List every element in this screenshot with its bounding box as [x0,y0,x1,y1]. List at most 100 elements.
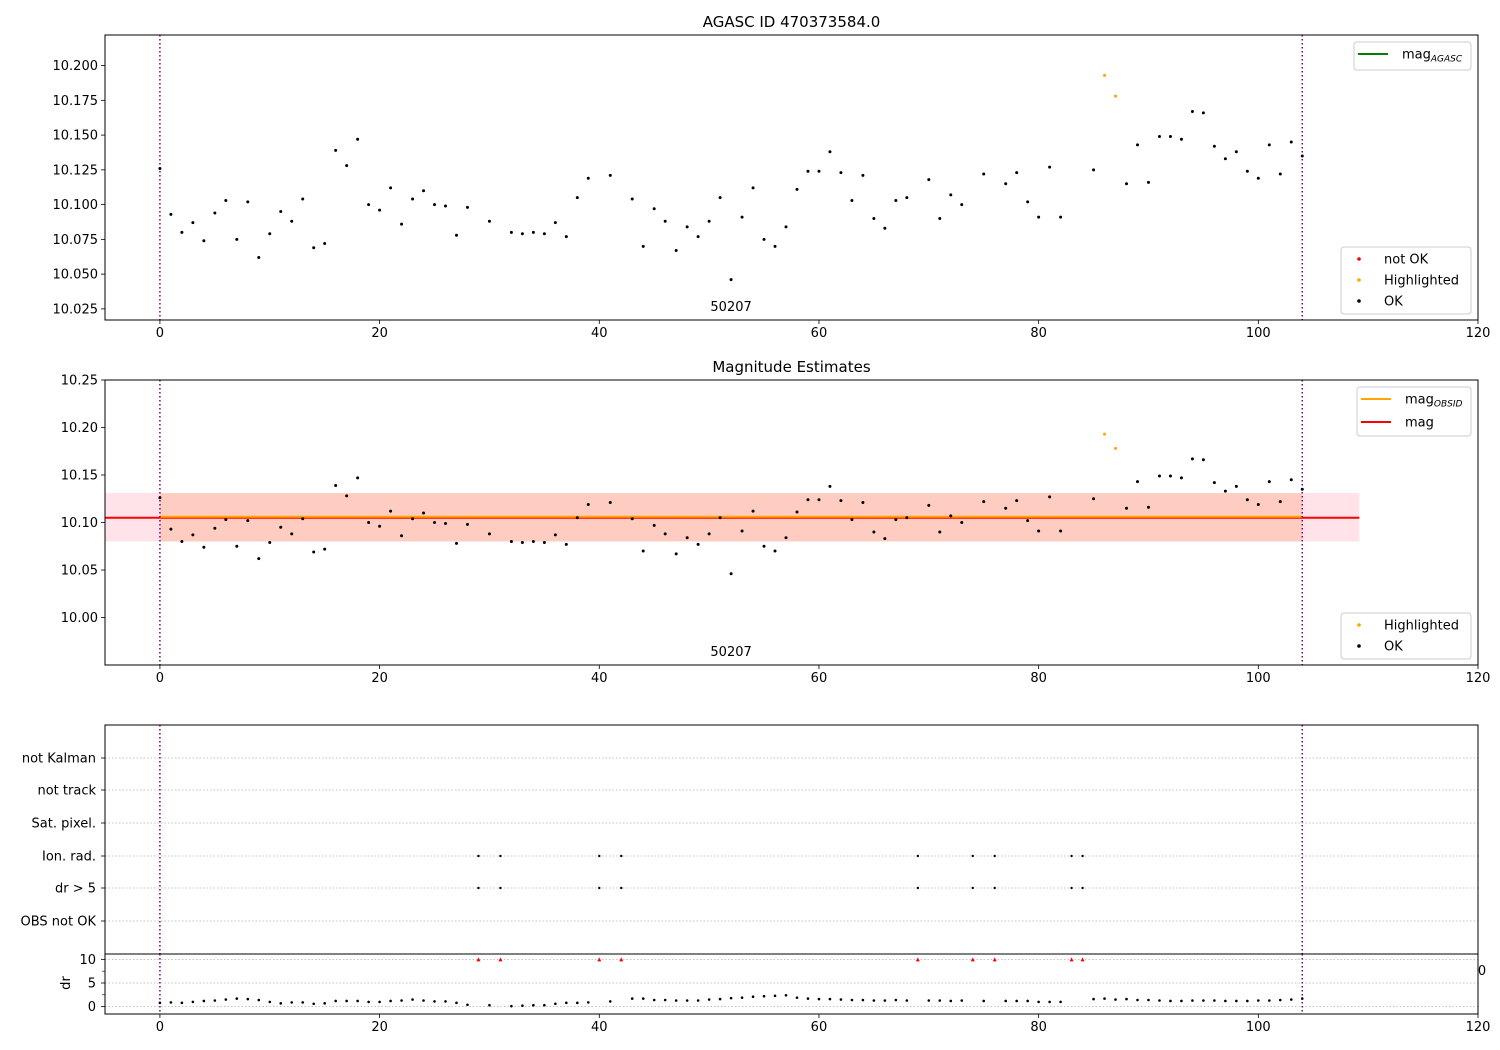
dr-panel: 0 5 10 dr 0 0 20 40 60 80 100 120 [59,953,1490,1035]
ok-point [1037,529,1041,533]
p4-x-tick-label: 120 [1466,1020,1491,1035]
ok-point [191,533,195,537]
ok-point [949,193,953,197]
ok-point [696,235,700,239]
ok-point [883,226,887,230]
dr-point [1136,998,1139,1002]
ok-point [905,516,909,520]
dr-point [773,994,777,998]
dr-point [751,995,755,999]
ok-point [213,211,217,215]
ok-point [1059,215,1063,219]
dr-point [806,997,810,1000]
ok-point [454,233,458,237]
dr-point [158,1001,162,1005]
dr-point [202,999,206,1003]
ok-point [235,237,239,241]
p4-x-tick-label: 60 [811,1020,828,1035]
dr-y-tick-label: 0 [88,1000,96,1015]
flags-panel: not Kalman not track Sat. pixel. Ion. rad. d… [21,724,1479,955]
ok-point [235,544,239,548]
dr-point [565,1001,568,1005]
dr-point [1268,999,1271,1002]
dr-point [894,998,898,1002]
dr-point [1059,1000,1062,1004]
dr-point [367,1000,370,1004]
dr-clipped-marker [619,957,624,962]
ok-point [883,537,887,541]
ok-point [1015,499,1019,503]
ok-point [718,196,722,200]
obsid-label: 50207 [710,645,751,660]
ok-point [389,509,393,513]
dr-point [1202,999,1205,1002]
ok-point [575,516,579,520]
ok-point [367,203,371,207]
ok-point [1234,484,1238,488]
flag-point [598,854,601,858]
ok-point [564,542,568,546]
dr-point [279,1002,283,1005]
dr-point [169,1001,173,1004]
dr-point [872,999,876,1002]
ok-point [487,219,491,223]
flag-point [916,854,920,858]
dr-point [554,1002,557,1006]
ok-point [520,232,524,236]
dr-point [883,999,887,1002]
ok-point [400,534,404,538]
ok-point [586,502,590,506]
dr-clipped-marker [1069,957,1074,962]
ok-point [1245,498,1249,502]
p1-y-tick-label: 10.200 [53,59,99,74]
flag-point [620,886,623,890]
ok-point [180,230,184,234]
highlighted-point [1103,73,1107,77]
ok-point [685,225,689,229]
p2-legend-label: magOBSID [1405,393,1463,410]
ok-point [828,484,832,488]
ok-point [202,545,206,549]
dr-point [1213,999,1216,1002]
flag-point [499,854,502,858]
dr-point [576,1001,579,1005]
flag-row-label: dr > 5 [55,882,96,897]
ok-point [356,137,360,141]
p4-x-tick-label: 100 [1246,1020,1271,1035]
dr-point [905,999,909,1002]
ok-point [718,516,722,520]
dr-point [510,1004,513,1008]
ok-point [817,169,821,173]
dr-point [345,999,348,1003]
ok-point [1179,137,1183,141]
dr-point [960,999,964,1002]
ok-point [652,207,656,211]
ok-point [1245,169,1249,173]
ok-point [927,178,931,182]
ok-point [641,549,645,553]
ok-point [1146,180,1150,184]
ok-point [817,498,821,502]
dr-point [1037,1000,1040,1004]
ok-point [1267,143,1271,147]
ok-point [1092,497,1096,501]
dr-point [1235,999,1238,1003]
ok-point [806,498,810,502]
p2-y-tick-label: 10.05 [61,564,98,579]
ok-point [1289,478,1293,482]
ok-point [685,536,689,540]
highlighted-point [1114,94,1118,98]
ok-point [312,550,316,554]
p2-y-tick-label: 10.10 [61,516,98,531]
dr-point [389,999,392,1003]
dr-point [213,999,217,1002]
ok-point [268,232,272,236]
flag-point [1070,854,1073,858]
ok-point [1201,111,1205,115]
ok-point [1289,140,1293,144]
ok-point [872,217,876,221]
dr-point [1026,999,1029,1003]
p2-legend-label: mag [1405,416,1434,431]
ok-point [290,532,294,536]
ok-point [707,532,711,536]
